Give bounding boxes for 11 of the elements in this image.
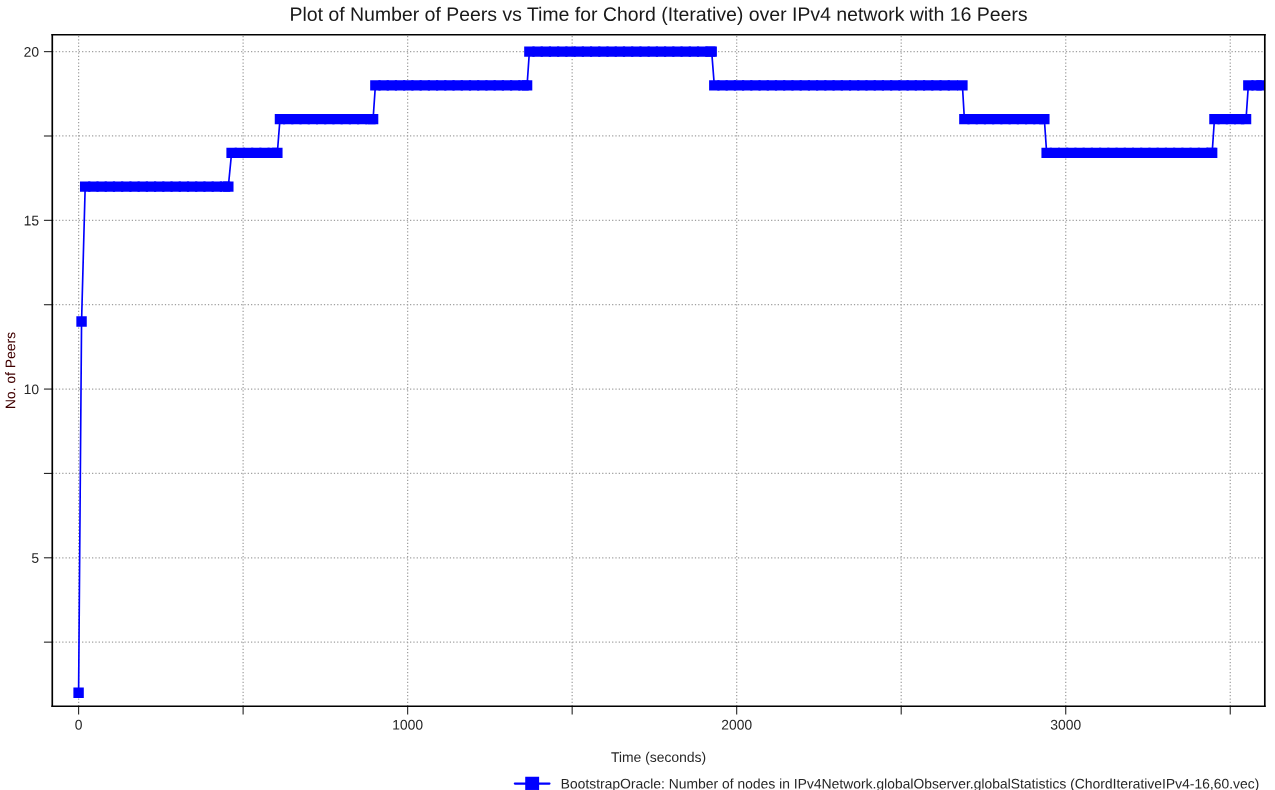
chart-title: Plot of Number of Peers vs Time for Chord (Iterative) over IPv4 network with 16 Peers <box>291 6 1027 25</box>
x-tick-label: 3000 <box>1050 719 1081 730</box>
y-tick-label: 5 <box>31 553 39 563</box>
y-tick-label: 20 <box>24 46 39 57</box>
y-axis-title: No. of Peers <box>5 332 16 408</box>
x-axis-title: Time (seconds) <box>611 751 706 765</box>
y-tick-label: 10 <box>24 384 39 395</box>
y-tick-label: 15 <box>24 215 39 226</box>
x-tick-label: 2000 <box>721 719 752 730</box>
x-tick-label: 1000 <box>393 719 423 730</box>
x-tick-label: 0 <box>75 719 82 730</box>
